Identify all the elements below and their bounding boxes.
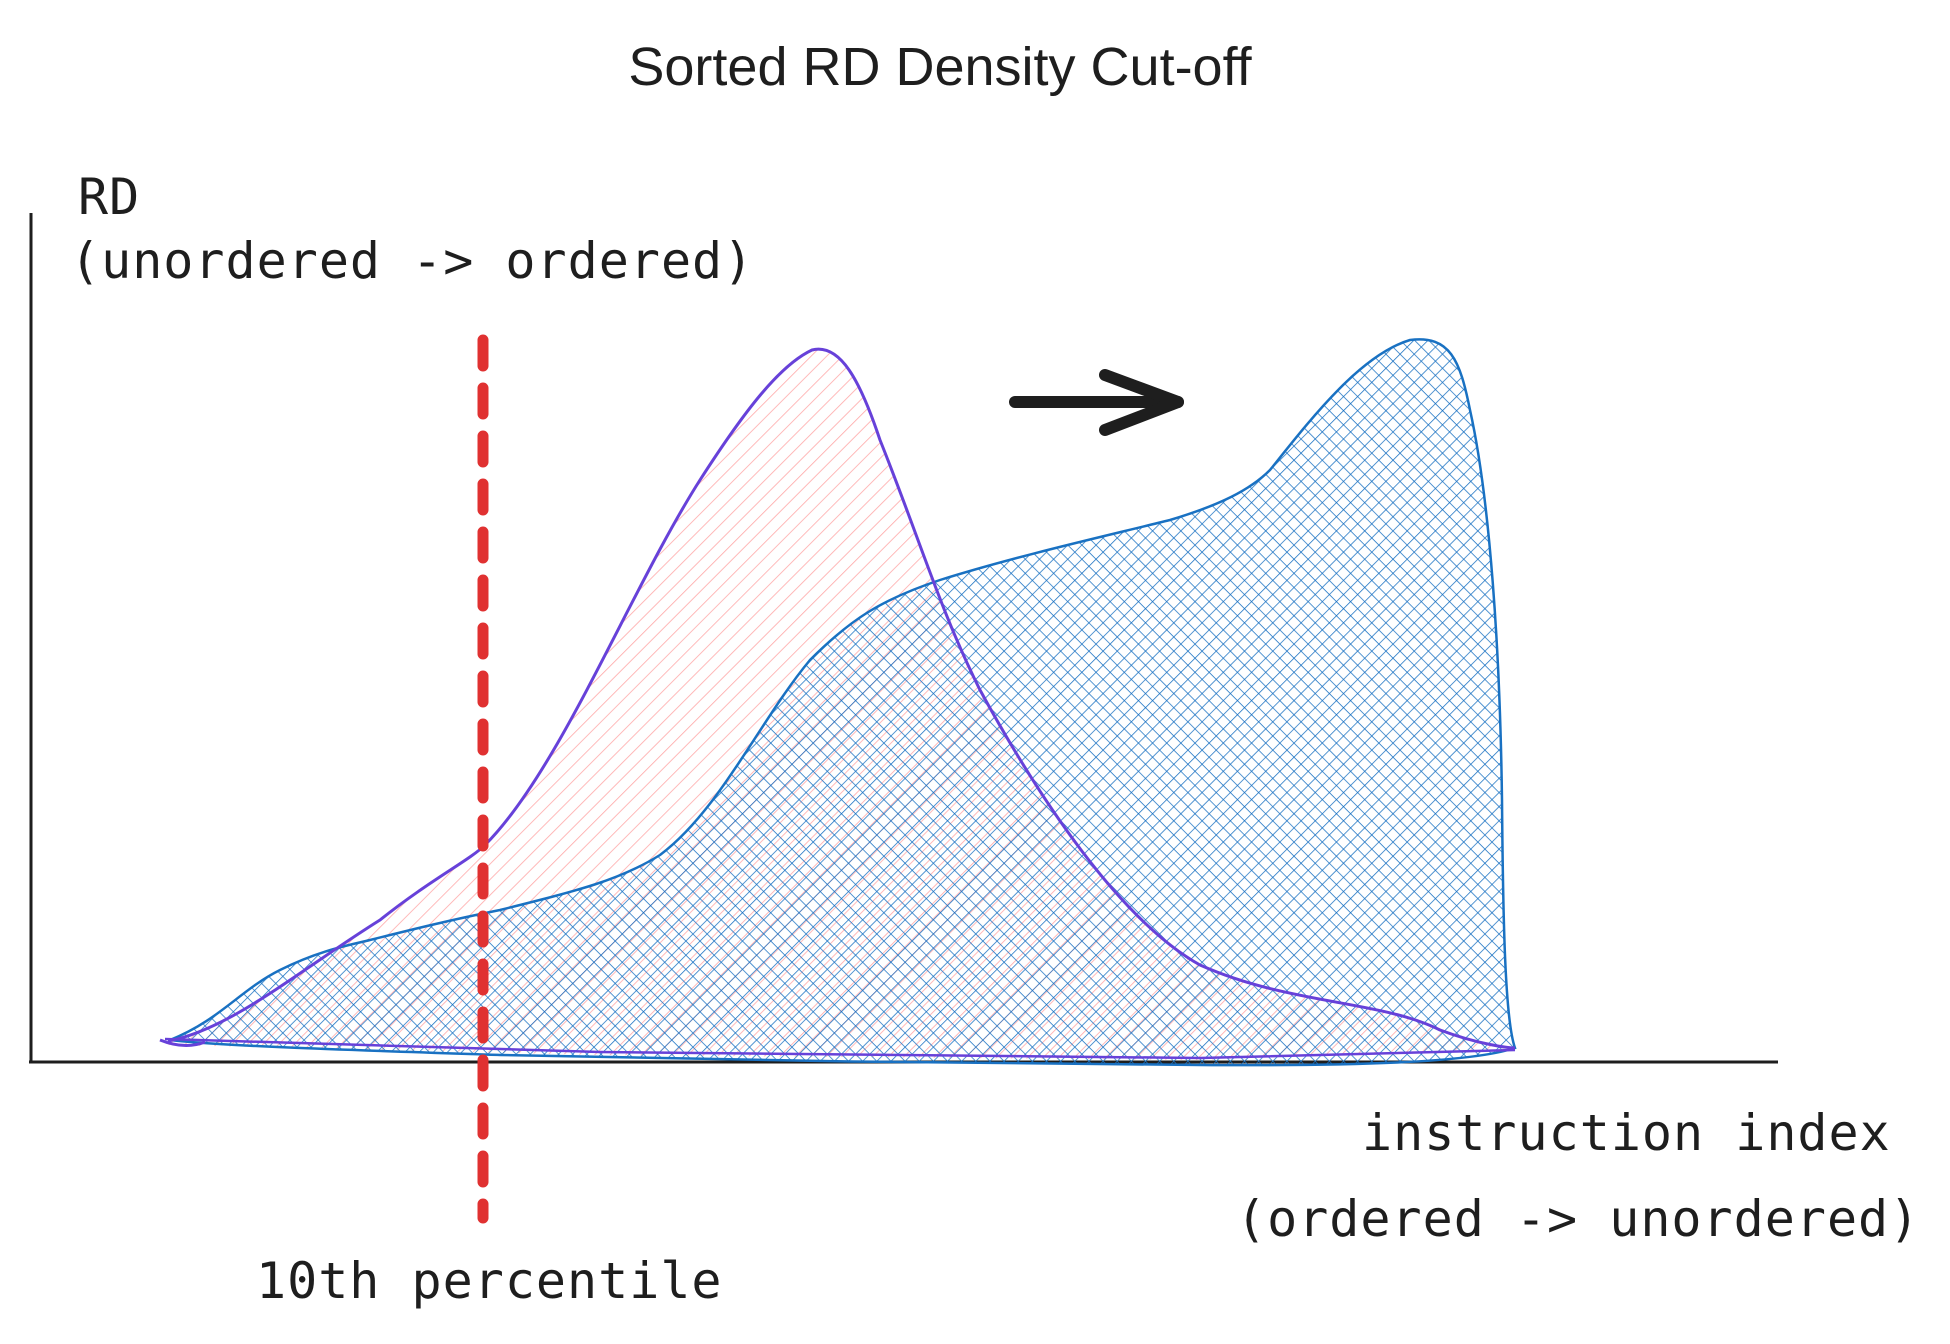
y-axis-label-rd: RD [78,168,141,226]
cutoff-label: 10th percentile [256,1252,723,1310]
right-arrow-icon [1009,369,1184,436]
after-distribution-fill [169,338,1517,1067]
y-axis-label-direction: (unordered -> ordered) [70,232,755,290]
x-axis-label-index: instruction index [1362,1104,1891,1162]
x-axis-label-direction: (ordered -> unordered) [1236,1190,1921,1248]
left-tail-stroke [159,1038,206,1048]
before-distribution-line [167,347,1516,1050]
diagram-title: Sorted RD Density Cut-off [628,37,1252,97]
before-distribution-baseline [164,1037,1516,1060]
